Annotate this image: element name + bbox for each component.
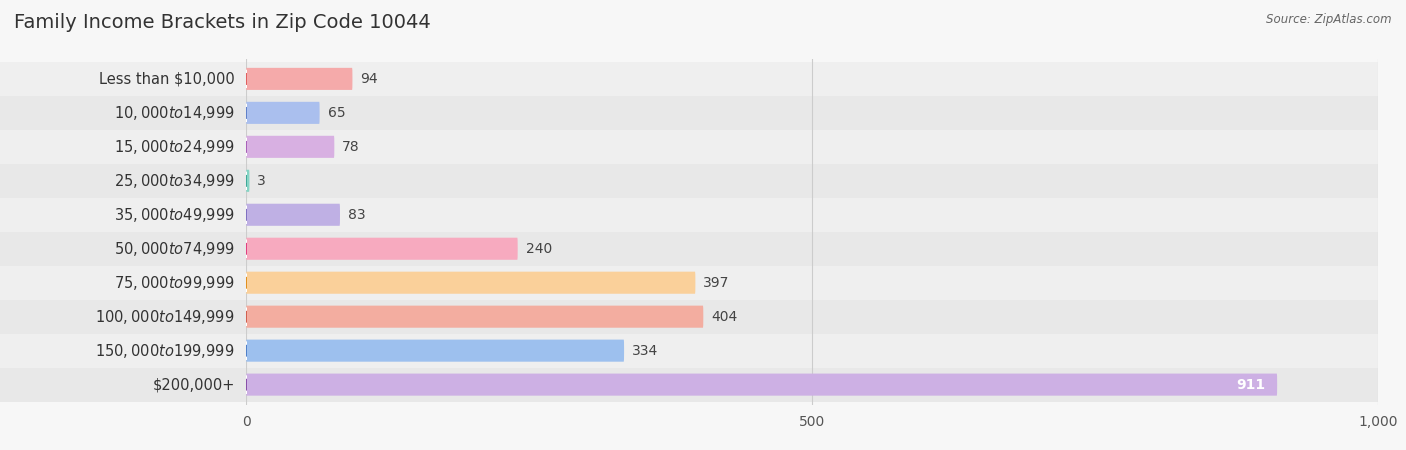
- Text: $35,000 to $49,999: $35,000 to $49,999: [114, 206, 235, 224]
- FancyBboxPatch shape: [0, 300, 246, 333]
- FancyBboxPatch shape: [0, 96, 246, 130]
- FancyBboxPatch shape: [246, 136, 335, 158]
- FancyBboxPatch shape: [246, 306, 703, 328]
- FancyBboxPatch shape: [246, 204, 340, 226]
- FancyBboxPatch shape: [246, 96, 1378, 130]
- Text: $50,000 to $74,999: $50,000 to $74,999: [114, 240, 235, 258]
- FancyBboxPatch shape: [0, 333, 246, 368]
- Text: 94: 94: [360, 72, 378, 86]
- FancyBboxPatch shape: [246, 266, 1378, 300]
- FancyBboxPatch shape: [0, 368, 246, 401]
- FancyBboxPatch shape: [246, 374, 1277, 396]
- FancyBboxPatch shape: [246, 164, 1378, 198]
- FancyBboxPatch shape: [246, 272, 696, 294]
- FancyBboxPatch shape: [246, 68, 353, 90]
- FancyBboxPatch shape: [246, 198, 1378, 232]
- Text: 240: 240: [526, 242, 553, 256]
- Text: $15,000 to $24,999: $15,000 to $24,999: [114, 138, 235, 156]
- FancyBboxPatch shape: [246, 300, 1378, 333]
- FancyBboxPatch shape: [246, 170, 249, 192]
- Text: Less than $10,000: Less than $10,000: [98, 72, 235, 86]
- Text: 78: 78: [342, 140, 360, 154]
- FancyBboxPatch shape: [0, 164, 246, 198]
- FancyBboxPatch shape: [0, 130, 246, 164]
- Text: 65: 65: [328, 106, 344, 120]
- Text: $10,000 to $14,999: $10,000 to $14,999: [114, 104, 235, 122]
- FancyBboxPatch shape: [246, 340, 624, 362]
- Text: Family Income Brackets in Zip Code 10044: Family Income Brackets in Zip Code 10044: [14, 14, 430, 32]
- FancyBboxPatch shape: [246, 238, 517, 260]
- Text: $200,000+: $200,000+: [152, 377, 235, 392]
- Text: 3: 3: [257, 174, 266, 188]
- FancyBboxPatch shape: [246, 232, 1378, 266]
- FancyBboxPatch shape: [0, 266, 246, 300]
- FancyBboxPatch shape: [246, 102, 319, 124]
- Text: $100,000 to $149,999: $100,000 to $149,999: [96, 308, 235, 326]
- Text: 911: 911: [1237, 378, 1265, 392]
- Text: $25,000 to $34,999: $25,000 to $34,999: [114, 172, 235, 190]
- FancyBboxPatch shape: [246, 333, 1378, 368]
- Text: $75,000 to $99,999: $75,000 to $99,999: [114, 274, 235, 292]
- FancyBboxPatch shape: [0, 198, 246, 232]
- Text: Source: ZipAtlas.com: Source: ZipAtlas.com: [1267, 14, 1392, 27]
- Text: $150,000 to $199,999: $150,000 to $199,999: [96, 342, 235, 360]
- FancyBboxPatch shape: [0, 62, 246, 96]
- FancyBboxPatch shape: [0, 232, 246, 266]
- FancyBboxPatch shape: [246, 368, 1378, 401]
- Text: 83: 83: [347, 208, 366, 222]
- Text: 397: 397: [703, 276, 730, 290]
- FancyBboxPatch shape: [246, 130, 1378, 164]
- Text: 334: 334: [633, 344, 658, 358]
- Text: 404: 404: [711, 310, 738, 324]
- FancyBboxPatch shape: [246, 62, 1378, 96]
